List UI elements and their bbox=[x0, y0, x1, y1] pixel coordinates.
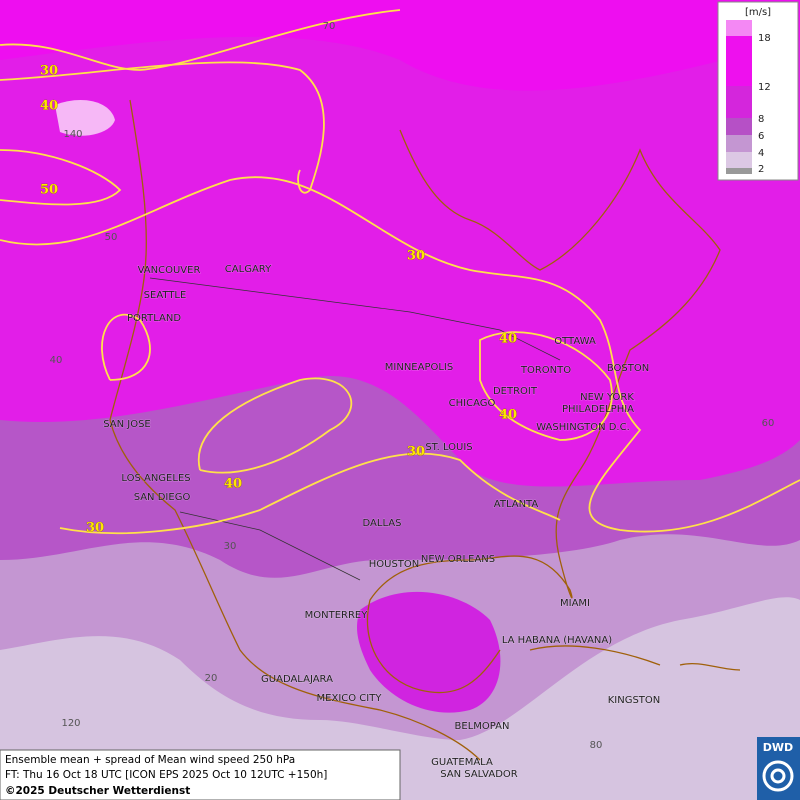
city-label: VANCOUVER bbox=[138, 265, 201, 276]
footer-line: FT: Thu 16 Oct 18 UTC [ICON EPS 2025 Oct… bbox=[5, 769, 327, 781]
city-label: DETROIT bbox=[493, 386, 538, 397]
legend-levels: 18 12 8 6 4 2 bbox=[758, 33, 771, 175]
coast-west bbox=[109, 99, 481, 761]
city-label: LA HABANA (HAVANA) bbox=[502, 635, 612, 646]
city-label: SEATTLE bbox=[144, 290, 187, 301]
contour-label: 40 bbox=[40, 99, 58, 114]
coast-east bbox=[366, 129, 721, 694]
graticule-label: 80 bbox=[590, 740, 603, 751]
contour-label: 50 bbox=[40, 183, 58, 198]
city-label: NEW ORLEANS bbox=[421, 554, 495, 565]
coast-caribbean bbox=[529, 645, 741, 671]
graticule-label: 20 bbox=[205, 673, 218, 684]
contour-30-south bbox=[59, 452, 561, 535]
city-label: DALLAS bbox=[363, 518, 402, 529]
legend-level: 2 bbox=[758, 164, 764, 175]
legend-swatch bbox=[726, 36, 752, 86]
coastlines bbox=[109, 99, 741, 761]
legend-level: 6 bbox=[758, 131, 764, 142]
city-label: MIAMI bbox=[560, 598, 590, 609]
logo-swirl bbox=[770, 768, 786, 784]
legend-swatch bbox=[726, 118, 752, 135]
legend-level: 8 bbox=[758, 114, 764, 125]
contour-40-east bbox=[479, 331, 613, 441]
legend-swatch bbox=[726, 168, 752, 174]
field-weak bbox=[0, 597, 800, 800]
field-jet-core bbox=[55, 100, 115, 136]
graticule-label: 40 bbox=[50, 355, 63, 366]
city-label: MINNEAPOLIS bbox=[385, 362, 453, 373]
legend-swatch bbox=[726, 152, 752, 168]
city-label: LOS ANGELES bbox=[121, 473, 190, 484]
field-gulf bbox=[357, 591, 501, 713]
footer-line: Ensemble mean + spread of Mean wind spee… bbox=[5, 754, 295, 766]
graticule-label: 60 bbox=[762, 418, 775, 429]
city-label: BELMOPAN bbox=[455, 721, 510, 732]
city-label: SAN DIEGO bbox=[134, 492, 191, 503]
contour-50 bbox=[0, 149, 122, 206]
graticule-label: 50 bbox=[105, 232, 118, 243]
graticule-label: 30 bbox=[224, 541, 237, 552]
contour-40-west bbox=[101, 313, 151, 381]
labels: VANCOUVER CALGARY SEATTLE PORTLAND MINNEAPOL… bbox=[40, 21, 775, 781]
contour-40-north bbox=[0, 61, 325, 194]
legend-unit: [m/s] bbox=[745, 7, 771, 18]
legend: [m/s] 18 12 8 6 4 2 bbox=[717, 1, 799, 181]
city-label: HOUSTON bbox=[369, 559, 420, 570]
logo-text: DWD bbox=[763, 741, 793, 754]
legend-level: 12 bbox=[758, 82, 771, 93]
city-label: CHICAGO bbox=[449, 398, 496, 409]
city-label: PHILADELPHIA bbox=[562, 404, 634, 415]
contour-30-mid bbox=[0, 176, 800, 533]
contour-label: 40 bbox=[499, 332, 517, 347]
city-label: PORTLAND bbox=[127, 313, 181, 324]
contour-label: 30 bbox=[407, 249, 425, 264]
dwd-logo: DWD bbox=[757, 737, 800, 800]
graticule-label: 140 bbox=[63, 129, 82, 140]
legend-swatch bbox=[726, 86, 752, 118]
contour-label: 30 bbox=[407, 445, 425, 460]
contours bbox=[0, 9, 800, 535]
city-label: CALGARY bbox=[225, 264, 272, 275]
city-label: SAN SALVADOR bbox=[440, 769, 517, 780]
city-label: WASHINGTON D.C. bbox=[536, 422, 630, 433]
city-label: TORONTO bbox=[520, 365, 571, 376]
city-label: SAN JOSE bbox=[103, 419, 151, 430]
footer-line: ©2025 Deutscher Wetterdienst bbox=[5, 785, 190, 797]
city-label: MEXICO CITY bbox=[317, 693, 383, 704]
contour-label: 30 bbox=[40, 64, 58, 79]
border-us-canada bbox=[149, 277, 561, 361]
logo-swirl bbox=[762, 760, 794, 792]
contour-label: 40 bbox=[224, 477, 242, 492]
contour-label: 30 bbox=[86, 521, 104, 536]
footer: Ensemble mean + spread of Mean wind spee… bbox=[0, 749, 401, 800]
city-label: BOSTON bbox=[607, 363, 649, 374]
city-label: NEW YORK bbox=[580, 392, 634, 403]
footer-box bbox=[0, 749, 401, 800]
city-label: GUADALAJARA bbox=[261, 674, 333, 685]
city-label: MONTERREY bbox=[305, 610, 369, 621]
legend-swatch bbox=[726, 20, 752, 36]
contour-label: 40 bbox=[499, 408, 517, 423]
contour-40-southwest bbox=[197, 377, 353, 474]
field-strong bbox=[0, 0, 800, 91]
city-label: ST. LOUIS bbox=[425, 442, 472, 453]
legend-swatch bbox=[726, 135, 752, 152]
legend-level: 4 bbox=[758, 148, 764, 159]
city-label: OTTAWA bbox=[554, 336, 596, 347]
graticule-label: 70 bbox=[323, 21, 336, 32]
legend-level: 18 bbox=[758, 33, 771, 44]
city-label: ATLANTA bbox=[494, 499, 539, 510]
city-label: KINGSTON bbox=[608, 695, 661, 706]
city-label: GUATEMALA bbox=[431, 757, 493, 768]
contour-30-north bbox=[0, 9, 401, 71]
graticule-label: 120 bbox=[61, 718, 80, 729]
